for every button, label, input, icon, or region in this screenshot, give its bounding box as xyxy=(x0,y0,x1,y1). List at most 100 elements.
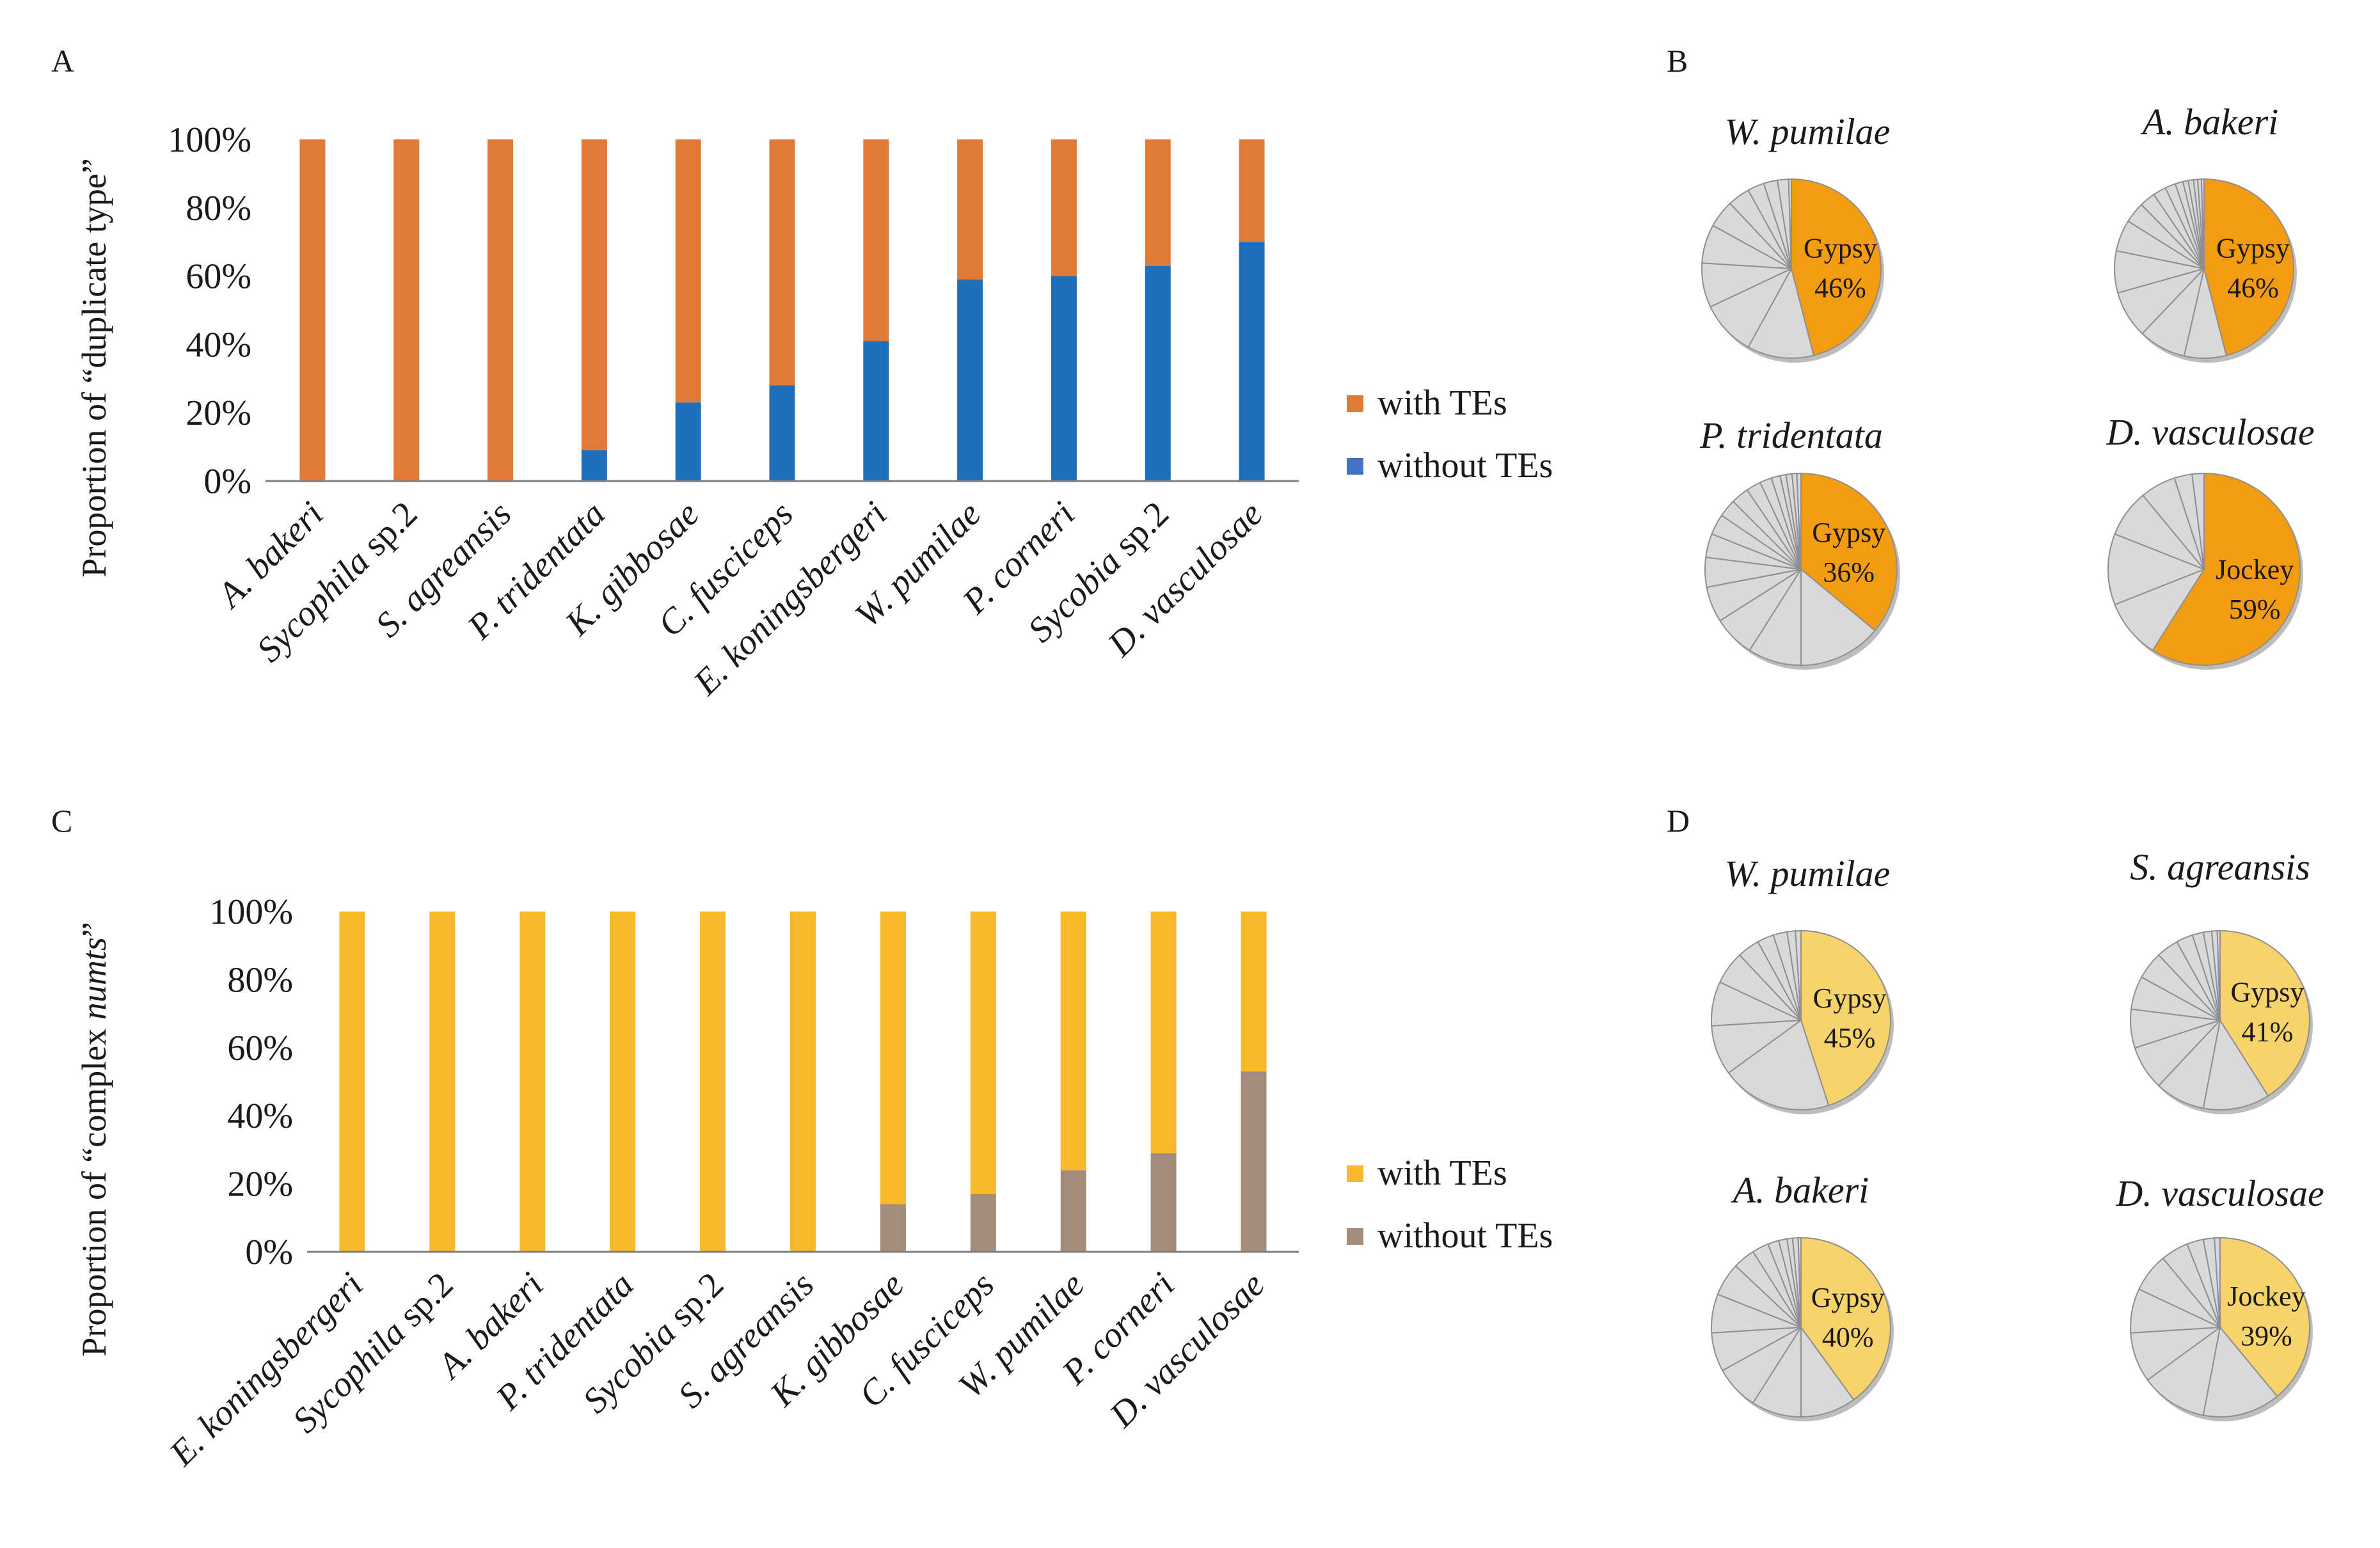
pie-slice-percent: 36% xyxy=(1823,557,1875,588)
bar-with-tes xyxy=(957,139,983,280)
y-tick-label: 20% xyxy=(227,1165,293,1204)
pie-slice-other xyxy=(1788,178,1792,269)
bar-with-tes xyxy=(1145,139,1171,266)
category-label: Sycophila sp.2 xyxy=(250,494,425,670)
bar-with-tes xyxy=(880,912,906,1204)
bar-with-tes xyxy=(1060,912,1086,1171)
pie-title: W. pumilae xyxy=(1725,853,1891,894)
bar-with-tes xyxy=(675,139,701,403)
pie-slice-other xyxy=(1796,472,1802,570)
bar-without-tes xyxy=(1060,1170,1086,1252)
pie-slice-label: Gypsy xyxy=(1804,232,1877,264)
y-axis-label-italic: numts xyxy=(75,937,113,1020)
y-tick-label: 100% xyxy=(168,120,251,160)
bar-without-tes xyxy=(675,402,701,481)
pie-slice-highlight xyxy=(2219,1236,2310,1398)
pie-title: D. vasculosae xyxy=(2115,1173,2324,1214)
bar-without-tes xyxy=(970,1194,996,1252)
pie-slice-other xyxy=(1747,267,1815,359)
pie-slice-other xyxy=(1800,567,1876,667)
bar-without-tes xyxy=(1051,276,1077,481)
pie-slice-label: Gypsy xyxy=(1811,1282,1885,1313)
bar-with-tes xyxy=(581,139,607,450)
pie-slice-percent: 41% xyxy=(2242,1016,2294,1048)
y-tick-label: 60% xyxy=(227,1029,293,1068)
bar-without-tes xyxy=(581,450,607,481)
bar-chart-complex-numts: 0%20%40%60%80%100%E. koningsbergeriSycop… xyxy=(75,892,1553,1474)
y-tick-label: 20% xyxy=(186,393,251,433)
pie-group-b: W. pumilae Gypsy 46% A. bakeri Gypsy 46% P. tr… xyxy=(1699,101,2315,670)
legend-label: with TEs xyxy=(1377,383,1507,423)
legend-label: without TEs xyxy=(1377,1216,1553,1256)
y-tick-label: 0% xyxy=(203,462,251,502)
bar-with-tes xyxy=(863,139,889,342)
y-axis-label-quote: ” xyxy=(75,922,113,937)
pie-title: S. agreansis xyxy=(2130,846,2310,888)
bar-with-tes xyxy=(1239,139,1265,242)
pie-slice-other xyxy=(1752,1325,1802,1418)
pie-title: D. vasculosae xyxy=(2106,411,2314,453)
bar-with-tes xyxy=(429,912,456,1252)
bar-with-tes xyxy=(700,912,726,1252)
pie-slice-other xyxy=(2107,533,2206,606)
bar-without-tes xyxy=(1145,265,1171,481)
pie-slice-highlight xyxy=(1800,929,1891,1107)
bar-without-tes xyxy=(863,341,889,481)
pie-slice-other xyxy=(1711,1019,1804,1074)
bar-with-tes xyxy=(339,912,365,1252)
pie-slice-other xyxy=(1800,1325,1855,1418)
pie-slice-other xyxy=(2202,1325,2278,1418)
pie-slice-other xyxy=(1727,1019,1830,1110)
pie-slice-other xyxy=(2157,1018,2221,1109)
pie-slice-other xyxy=(2202,1018,2269,1110)
panel-label-c: C xyxy=(51,803,72,839)
bar-with-tes xyxy=(790,912,816,1252)
pie-slice-percent: 46% xyxy=(2227,272,2279,303)
pie-title: W. pumilae xyxy=(1725,111,1891,152)
pie-slice-other xyxy=(1795,929,1802,1021)
pie-slice-highlight xyxy=(2152,472,2301,666)
pie-slice-highlight xyxy=(2203,178,2294,356)
panel-label-d: D xyxy=(1667,803,1690,839)
pie-slice-label: Gypsy xyxy=(2216,232,2290,264)
pie-slice-highlight xyxy=(1800,1236,1891,1401)
pie-slice-other xyxy=(2114,567,2206,652)
y-axis-label: Proportion of “duplicate type” xyxy=(75,158,113,577)
bar-with-tes xyxy=(970,912,996,1194)
pie-slice-percent: 39% xyxy=(2241,1320,2292,1352)
pie-slice-other xyxy=(1797,1236,1802,1328)
y-tick-label: 0% xyxy=(245,1233,293,1272)
legend-label: with TEs xyxy=(1377,1153,1507,1193)
pie-slice-other xyxy=(2130,1326,2223,1381)
pie-slice-other xyxy=(1749,567,1802,667)
bar-with-tes xyxy=(299,139,326,481)
bar-without-tes xyxy=(880,1204,906,1252)
pie-slice-other xyxy=(1709,267,1793,349)
bar-without-tes xyxy=(957,279,983,481)
pie-slice-label: Gypsy xyxy=(2230,977,2304,1008)
bar-without-tes xyxy=(1241,1071,1267,1252)
y-axis-label-text: Proportion of “duplicate type” xyxy=(75,158,113,577)
pie-slice-other xyxy=(2214,1236,2221,1328)
pie-group-d: W. pumilae Gypsy 45% S. agreansis Gypsy 41% A.… xyxy=(1711,846,2324,1421)
bar-with-tes xyxy=(1051,139,1077,276)
pie-title: A. bakeri xyxy=(1731,1169,1869,1211)
bar-without-tes xyxy=(1150,1153,1177,1252)
pie-slice-label: Gypsy xyxy=(1812,517,1885,548)
bar-with-tes xyxy=(393,139,420,481)
pie-title: A. bakeri xyxy=(2140,101,2279,143)
pie-title: P. tridentata xyxy=(1699,415,1883,456)
y-tick-label: 80% xyxy=(186,189,251,228)
bar-with-tes xyxy=(488,139,514,481)
legend-swatch xyxy=(1347,458,1363,475)
bar-with-tes xyxy=(520,912,546,1252)
pie-slice-label: Jockey xyxy=(2216,554,2294,585)
bar-with-tes xyxy=(769,139,795,386)
panel-label-a: A xyxy=(51,43,74,79)
bar-with-tes xyxy=(1241,912,1267,1072)
bar-without-tes xyxy=(769,385,795,481)
pie-slice-other xyxy=(2216,929,2221,1021)
bar-with-tes xyxy=(610,912,636,1252)
y-axis-label: Proportion of “complex numts” xyxy=(75,922,113,1356)
